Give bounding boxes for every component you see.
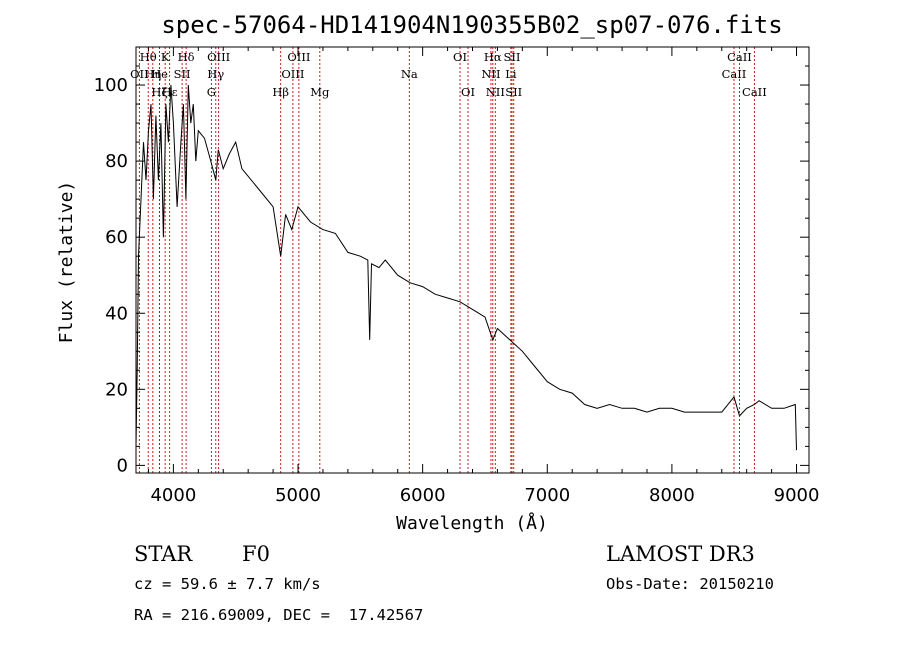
- y-tick-label: 40: [105, 303, 128, 324]
- marker-label: K: [161, 50, 170, 64]
- y-tick-label: 0: [117, 455, 128, 476]
- marker-label: NII: [481, 67, 500, 81]
- marker-label: Hδ: [178, 50, 195, 64]
- y-tick-label: 20: [105, 379, 128, 400]
- plot-frame: [135, 46, 810, 474]
- marker-label: Mg: [310, 85, 330, 99]
- marker-label: OII: [130, 67, 149, 81]
- marker-label: CaII: [722, 67, 747, 81]
- x-tick-label: 9000: [774, 485, 820, 506]
- y-axis-label: Flux (relative): [56, 181, 77, 344]
- marker-label: SII: [504, 50, 521, 64]
- marker-label: Hβ: [272, 85, 289, 99]
- y-tick-label: 80: [105, 151, 128, 172]
- observation-date: Obs-Date: 20150210: [606, 575, 774, 593]
- x-axis-ticks: 4000 5000 6000 7000 8000 9000: [147, 47, 820, 506]
- emission-line-markers: [138, 47, 755, 473]
- marker-label: He: [151, 67, 168, 81]
- y-tick-label: 60: [105, 227, 128, 248]
- marker-label: SII: [505, 85, 522, 99]
- marker-label: OIII: [281, 67, 304, 81]
- marker-label: CaII: [727, 50, 752, 64]
- marker-label: Na: [401, 67, 418, 81]
- marker-label: NII: [486, 85, 505, 99]
- marker-label: Li: [505, 67, 517, 81]
- marker-label: Hη: [144, 67, 161, 81]
- redshift-info: cz = 59.6 ± 7.7 km/s: [134, 575, 321, 593]
- marker-label: OIII: [207, 50, 230, 64]
- x-tick-label: 6000: [400, 485, 446, 506]
- y-tick-label: 100: [94, 75, 128, 96]
- marker-label: OI: [453, 50, 467, 64]
- marker-label: Hε: [162, 85, 178, 99]
- spectrum-line: [135, 84, 797, 451]
- y-axis-ticks: 0 20 40 60 80 100: [94, 65, 809, 476]
- x-axis-label: Wavelength (Å): [396, 512, 548, 534]
- object-class: STAR: [134, 542, 193, 566]
- survey-name: LAMOST DR3: [606, 542, 755, 566]
- marker-label: Hζ: [151, 85, 167, 99]
- marker-label: Hα: [484, 50, 502, 64]
- marker-label: SII: [174, 67, 191, 81]
- coordinates-info: RA = 216.69009, DEC = 17.42567: [134, 606, 423, 624]
- marker-label: OIII: [287, 50, 310, 64]
- marker-label: OI: [461, 85, 475, 99]
- chart-title: spec-57064-HD141904N190355B02_sp07-076.f…: [161, 11, 782, 39]
- marker-label: Hγ: [207, 67, 224, 81]
- marker-label: CaII: [742, 85, 767, 99]
- object-subclass: F0: [242, 542, 270, 566]
- x-tick-label: 5000: [275, 485, 321, 506]
- x-tick-label: 4000: [150, 485, 196, 506]
- marker-label: G: [207, 85, 216, 99]
- x-tick-label: 7000: [524, 485, 570, 506]
- marker-label: Hθ: [140, 50, 157, 64]
- x-tick-label: 8000: [649, 485, 695, 506]
